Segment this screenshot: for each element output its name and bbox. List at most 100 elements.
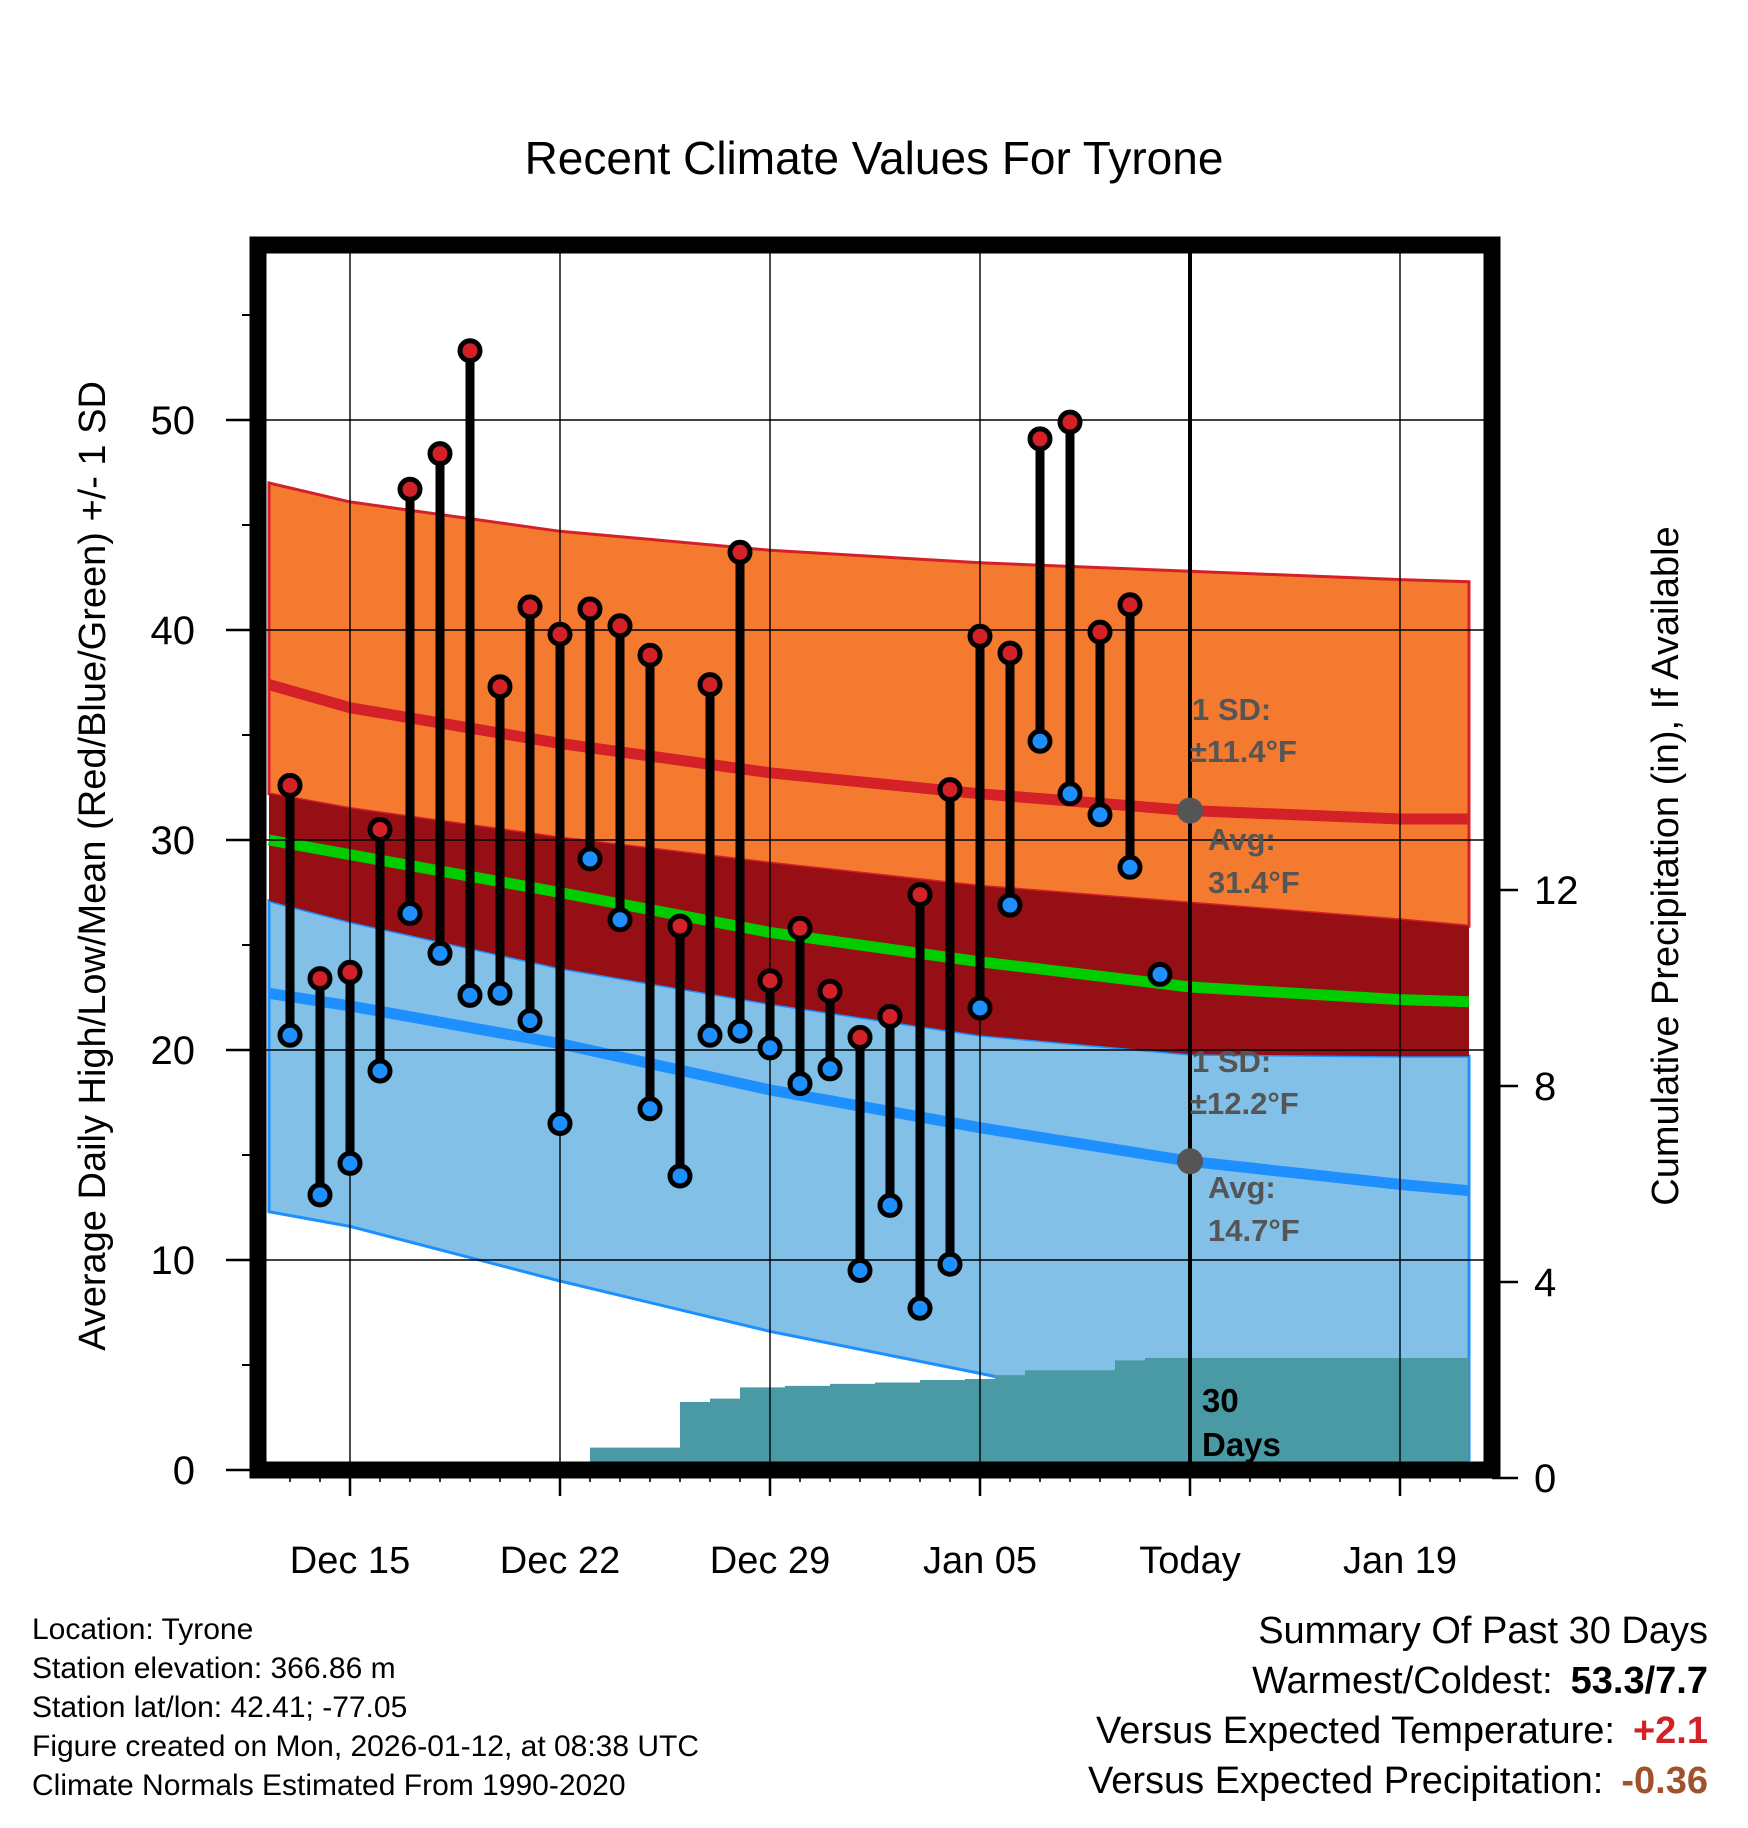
high-point bbox=[727, 539, 753, 565]
high-point bbox=[547, 621, 573, 647]
temp-value: +2.1 bbox=[1632, 1710, 1708, 1752]
chart-title: Recent Climate Values For Tyrone bbox=[525, 132, 1224, 184]
low-point bbox=[277, 1022, 303, 1048]
high-point bbox=[337, 959, 363, 985]
low-point bbox=[367, 1058, 393, 1084]
high-point bbox=[907, 882, 933, 908]
summary-precip-row: Versus Expected Precipitation: -0.36 bbox=[1088, 1760, 1708, 1803]
normals-text: Climate Normals Estimated From 1990-2020 bbox=[32, 1769, 626, 1802]
high-sd-label: 1 SD: bbox=[1192, 692, 1271, 727]
low-point bbox=[847, 1258, 873, 1283]
low-point bbox=[1027, 728, 1053, 754]
low-point bbox=[757, 1035, 783, 1061]
low-point bbox=[427, 940, 453, 966]
low-point bbox=[607, 907, 633, 933]
low-sd-label: 1 SD: bbox=[1192, 1044, 1271, 1079]
y2-tick-label-1: 4 bbox=[1534, 1261, 1556, 1305]
high-point bbox=[487, 674, 513, 700]
low-point bbox=[1147, 961, 1173, 987]
x-tick-label-0: Dec 15 bbox=[290, 1540, 410, 1582]
temp-label: Versus Expected Temperature: bbox=[1096, 1710, 1615, 1752]
low-point bbox=[1087, 802, 1113, 828]
high-point bbox=[697, 672, 723, 698]
low-point bbox=[517, 1008, 543, 1034]
y-tick-label-5: 50 bbox=[151, 399, 196, 443]
precip-area bbox=[464, 1357, 1469, 1470]
low-point bbox=[1057, 781, 1083, 807]
summary-warm-cold-row: Warmest/Coldest: 53.3/7.7 bbox=[1252, 1660, 1708, 1703]
high-point bbox=[967, 623, 993, 649]
y-tick-label-0: 0 bbox=[173, 1449, 195, 1493]
low-point bbox=[877, 1192, 903, 1218]
y2-tick-label-3: 12 bbox=[1534, 869, 1579, 913]
station-info: Location: Tyrone Station elevation: 366.… bbox=[32, 1610, 699, 1805]
low-point bbox=[337, 1150, 363, 1176]
y-tick-label-1: 10 bbox=[151, 1239, 196, 1283]
high-point bbox=[637, 642, 663, 668]
y2-tick-label-0: 0 bbox=[1534, 1457, 1556, 1501]
elevation-text: Station elevation: 366.86 m bbox=[32, 1652, 396, 1685]
low-point bbox=[997, 892, 1023, 918]
high-point bbox=[307, 966, 333, 992]
high-point bbox=[937, 777, 963, 803]
high-point bbox=[577, 596, 603, 622]
high-point bbox=[817, 978, 843, 1004]
low-point bbox=[487, 980, 513, 1006]
precip-label: Versus Expected Precipitation: bbox=[1087, 1760, 1604, 1802]
y2-axis-label: Cumulative Precipitation (in), If Availa… bbox=[1645, 526, 1687, 1205]
low-point bbox=[397, 901, 423, 926]
low-point bbox=[937, 1251, 963, 1277]
plot-frame bbox=[249, 236, 1501, 1479]
low-avg-label: Avg: bbox=[1208, 1170, 1276, 1205]
created-text: Figure created on Mon, 2026-01-12, at 08… bbox=[32, 1730, 700, 1763]
mean-line bbox=[268, 834, 1470, 1008]
low-point bbox=[667, 1163, 693, 1189]
low-avg-value: 14.7°F bbox=[1208, 1213, 1300, 1248]
high-point bbox=[517, 594, 543, 620]
low-point bbox=[907, 1295, 933, 1321]
high-point bbox=[607, 613, 633, 639]
high-point bbox=[277, 772, 303, 798]
period-unit: Days bbox=[1202, 1426, 1281, 1463]
low-sd-value: ±12.2°F bbox=[1190, 1086, 1299, 1121]
x-tick-label-2: Dec 29 bbox=[710, 1540, 830, 1582]
low-point bbox=[967, 995, 993, 1021]
high-avg-marker bbox=[1177, 797, 1203, 824]
high-point bbox=[847, 1024, 873, 1050]
x-tick-label-3: Jan 05 bbox=[923, 1540, 1037, 1582]
y-tick-label-2: 20 bbox=[151, 1029, 196, 1073]
climate-chart: 1 SD: ±11.4°F Avg: 31.4°F 1 SD: ±12.2°F Avg: 14… bbox=[72, 132, 1687, 1582]
high-point bbox=[757, 968, 783, 994]
y-tick-label-4: 40 bbox=[151, 609, 196, 653]
period-number: 30 bbox=[1202, 1382, 1239, 1419]
high-point bbox=[787, 915, 813, 941]
low-point bbox=[457, 982, 483, 1008]
low-point bbox=[787, 1071, 813, 1097]
high-avg-value: 31.4°F bbox=[1208, 865, 1300, 900]
high-point bbox=[427, 441, 453, 467]
summary-title: Summary Of Past 30 Days bbox=[1258, 1610, 1708, 1652]
low-point bbox=[307, 1182, 333, 1208]
low-point bbox=[697, 1022, 723, 1048]
warm-cold-label: Warmest/Coldest: bbox=[1252, 1660, 1553, 1702]
high-point bbox=[367, 817, 393, 842]
x-tick-label-4: Today bbox=[1139, 1540, 1240, 1582]
latlon-text: Station lat/lon: 42.41; -77.05 bbox=[32, 1691, 408, 1724]
low-point bbox=[577, 846, 603, 872]
precip-value: -0.36 bbox=[1621, 1760, 1708, 1802]
high-point bbox=[667, 913, 693, 939]
low-avg-marker bbox=[1177, 1148, 1203, 1175]
high-point bbox=[1117, 592, 1143, 618]
high-avg-label: Avg: bbox=[1208, 822, 1276, 857]
high-point bbox=[1027, 426, 1053, 452]
low-avg-line bbox=[268, 987, 1470, 1197]
low-point bbox=[817, 1056, 843, 1082]
location-text: Location: Tyrone bbox=[32, 1613, 254, 1646]
y2-tick-label-2: 8 bbox=[1534, 1065, 1556, 1109]
summary-temp-row: Versus Expected Temperature: +2.1 bbox=[1096, 1710, 1708, 1753]
high-point bbox=[457, 338, 483, 364]
x-tick-label-1: Dec 22 bbox=[500, 1540, 620, 1582]
y-tick-label-3: 30 bbox=[151, 819, 196, 863]
high-point bbox=[877, 1003, 903, 1029]
overlap-band bbox=[269, 793, 1469, 1057]
